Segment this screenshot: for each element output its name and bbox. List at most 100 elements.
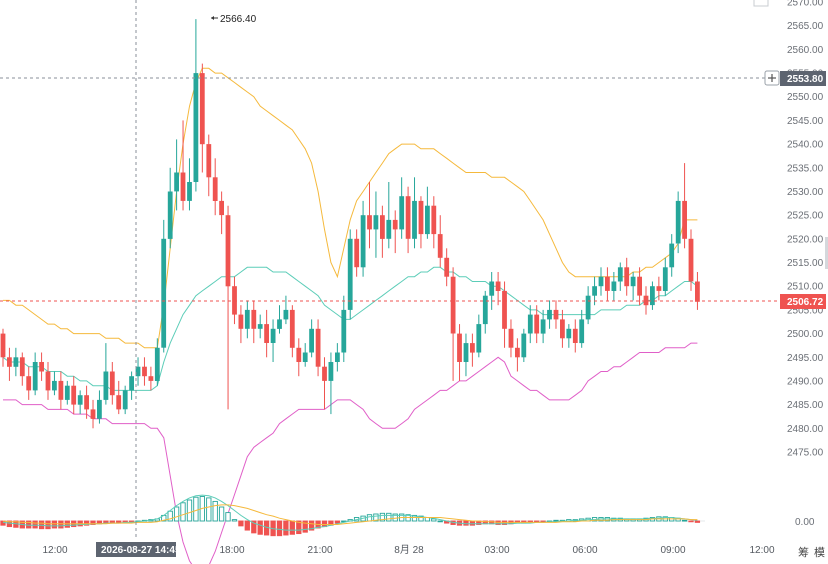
candle <box>109 362 115 405</box>
macd-bar <box>58 520 64 529</box>
candle <box>476 314 482 358</box>
price-tick-label: 2515.00 <box>787 258 824 269</box>
candle-body <box>135 366 141 377</box>
candle-body <box>84 395 89 410</box>
macd-bar <box>283 520 289 536</box>
candle-body <box>347 238 353 310</box>
candle-body <box>630 276 636 287</box>
candle <box>315 319 321 377</box>
time-tick-label: 03:00 <box>484 545 509 556</box>
candle-body <box>643 295 649 306</box>
candle <box>373 191 379 258</box>
candle-body <box>611 281 617 291</box>
time-tick-label: 09:00 <box>660 545 685 556</box>
candle <box>527 305 533 344</box>
crosshair-time-label: 2026-08-27 14:45 <box>101 545 181 556</box>
candle <box>547 300 552 329</box>
candle <box>540 309 546 344</box>
candle-body <box>52 380 57 391</box>
candle <box>450 267 456 381</box>
candle-body <box>682 200 687 239</box>
macd-bar <box>540 520 546 523</box>
candle-body <box>380 215 385 239</box>
candle <box>592 276 597 306</box>
crosshair-time-tag: 2026-08-27 14:45 <box>96 542 181 557</box>
candle <box>174 139 179 211</box>
macd-zero-label: 0.00 <box>795 517 815 528</box>
candle <box>515 338 520 372</box>
candle <box>13 347 19 377</box>
macd-bar <box>694 520 701 523</box>
candle-body <box>662 267 668 291</box>
candle-body <box>225 215 231 287</box>
candle-body <box>142 366 147 377</box>
candle <box>225 205 231 410</box>
candle-body <box>405 196 411 239</box>
macd-bar <box>193 496 199 522</box>
candle <box>399 177 405 239</box>
candle <box>244 300 250 339</box>
macd-bar <box>186 499 193 522</box>
candle <box>167 167 173 249</box>
right-edge-handle[interactable] <box>825 237 828 269</box>
candle-body <box>302 352 308 362</box>
macd-bar <box>463 520 469 526</box>
candle <box>296 338 302 377</box>
add-alert-button[interactable] <box>764 70 780 86</box>
candle <box>598 267 604 296</box>
candle-body <box>669 243 675 268</box>
macd-bar <box>386 512 392 522</box>
candle-body <box>373 215 379 230</box>
macd-bar <box>431 518 437 522</box>
candle-body <box>19 357 25 377</box>
price-tick-label: 2480.00 <box>787 424 824 435</box>
candle <box>354 229 360 277</box>
macd-bar <box>411 514 418 522</box>
candle-body <box>32 362 38 391</box>
macd-bar <box>289 520 295 535</box>
candle-body <box>476 324 482 353</box>
candle-body <box>341 309 347 353</box>
candle-body <box>277 319 282 329</box>
candle <box>470 333 475 367</box>
macd-bar <box>218 506 225 522</box>
candle-body <box>13 357 19 367</box>
candle <box>405 186 411 254</box>
candle <box>502 281 507 348</box>
corner-tab[interactable] <box>753 0 769 7</box>
macd-dif-line <box>2 494 698 531</box>
macd-bar <box>437 520 443 523</box>
price-tick-label: 2475.00 <box>787 448 824 459</box>
candle <box>52 371 57 396</box>
candle <box>695 272 700 310</box>
candle <box>322 357 327 410</box>
high-marker-label: 2566.40 <box>220 14 257 25</box>
candle <box>418 196 424 249</box>
candle-body <box>103 371 109 400</box>
candle-body <box>77 395 83 405</box>
candle <box>457 324 462 381</box>
price-tick-label: 2520.00 <box>787 234 824 245</box>
candle <box>341 295 347 362</box>
price-tick-label: 2525.00 <box>787 211 824 222</box>
chips-button[interactable]: 筹 <box>798 545 809 559</box>
candle <box>302 343 308 367</box>
candle <box>26 366 32 400</box>
macd-bar <box>366 514 373 522</box>
candle <box>347 229 353 320</box>
candle <box>560 309 565 348</box>
candle <box>19 352 25 386</box>
mode-button[interactable]: 模 <box>814 546 825 559</box>
candle-body <box>457 333 462 362</box>
candle-body <box>502 290 507 329</box>
last-price-tag: 2506.72 <box>780 294 826 309</box>
candle <box>289 305 295 358</box>
macd-bar <box>173 506 180 522</box>
price-tick-label: 2510.00 <box>787 282 824 293</box>
candle-body <box>431 205 437 235</box>
candle <box>367 182 372 249</box>
candle <box>688 229 694 291</box>
candle <box>77 390 83 415</box>
macd-bar <box>334 520 341 524</box>
